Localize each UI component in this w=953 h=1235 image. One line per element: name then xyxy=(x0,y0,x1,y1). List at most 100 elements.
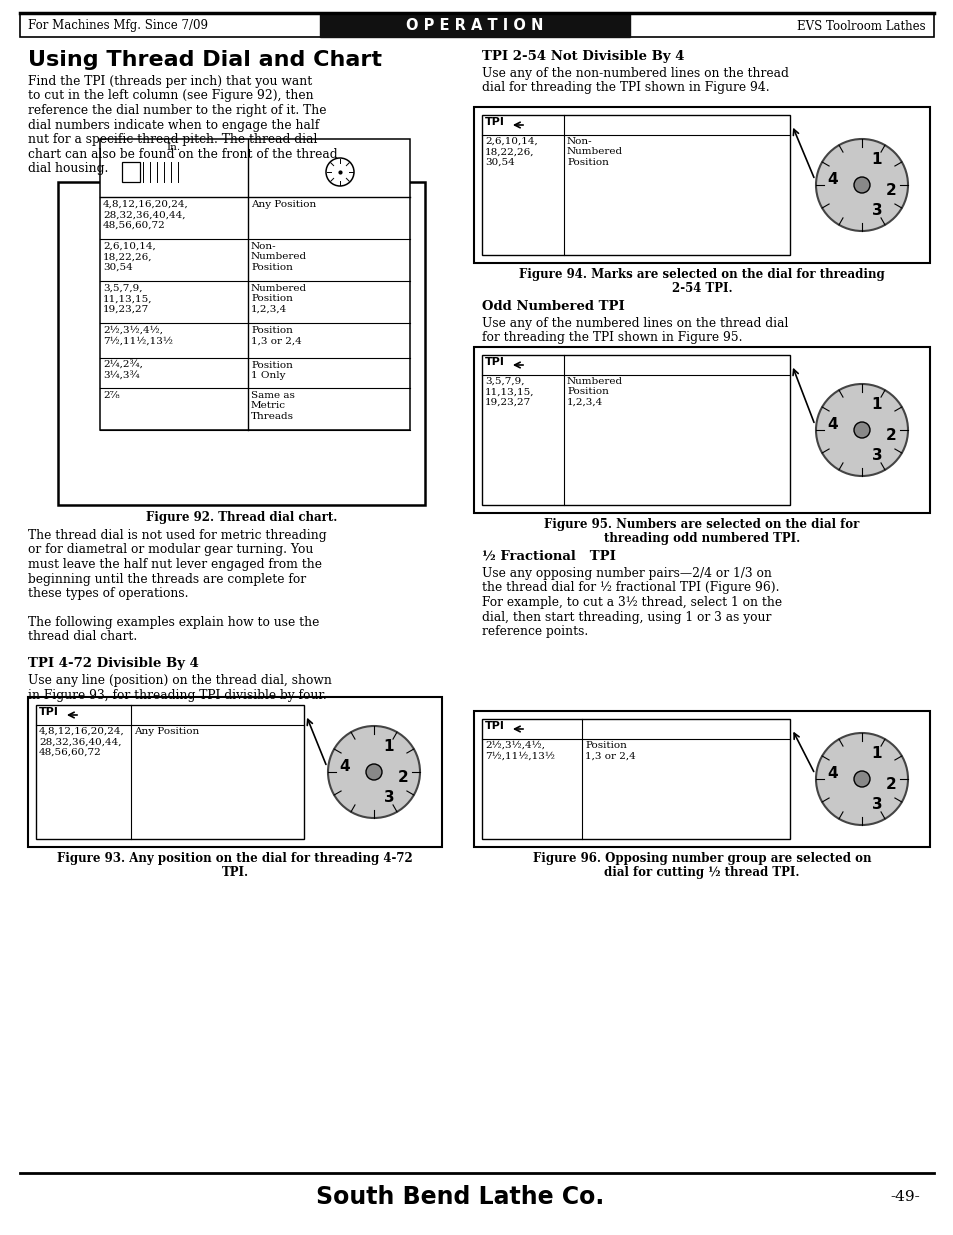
Text: 2,6,10,14,
18,22,26,
30,54: 2,6,10,14, 18,22,26, 30,54 xyxy=(484,137,537,167)
Text: -49-: -49- xyxy=(889,1191,919,1204)
Text: dial for cutting ½ thread TPI.: dial for cutting ½ thread TPI. xyxy=(603,866,799,879)
Text: Figure 92. Thread dial chart.: Figure 92. Thread dial chart. xyxy=(146,511,336,524)
Text: TPI 2-54 Not Divisible By 4: TPI 2-54 Not Divisible By 4 xyxy=(481,49,684,63)
Text: For Machines Mfg. Since 7/09: For Machines Mfg. Since 7/09 xyxy=(28,20,208,32)
Text: South Bend Lathe Co.: South Bend Lathe Co. xyxy=(315,1186,603,1209)
Bar xyxy=(122,162,140,182)
Bar xyxy=(481,719,789,839)
Text: Position
1,3 or 2,4: Position 1,3 or 2,4 xyxy=(584,741,635,761)
Circle shape xyxy=(815,140,907,231)
Text: 3: 3 xyxy=(871,448,882,463)
Text: EVS Toolroom Lathes: EVS Toolroom Lathes xyxy=(797,20,925,32)
Text: 2⅞: 2⅞ xyxy=(103,391,119,400)
Text: reference the dial number to the right of it. The: reference the dial number to the right o… xyxy=(28,104,326,117)
Text: chart can also be found on the front of the thread: chart can also be found on the front of … xyxy=(28,147,337,161)
Text: Figure 93. Any position on the dial for threading 4-72: Figure 93. Any position on the dial for … xyxy=(57,852,413,864)
Text: nut for a specific thread pitch. The thread dial: nut for a specific thread pitch. The thr… xyxy=(28,133,317,146)
Text: beginning until the threads are complete for: beginning until the threads are complete… xyxy=(28,573,306,585)
Text: dial housing.: dial housing. xyxy=(28,162,109,175)
Text: 1: 1 xyxy=(871,152,882,167)
Bar xyxy=(28,697,441,847)
Text: or for diametral or modular gear turning. You: or for diametral or modular gear turning… xyxy=(28,543,313,557)
Text: Non-
Numbered
Position: Non- Numbered Position xyxy=(566,137,622,167)
Bar xyxy=(58,182,424,505)
Text: Same as
Metric
Threads: Same as Metric Threads xyxy=(251,391,294,421)
Text: 4,8,12,16,20,24,
28,32,36,40,44,
48,56,60,72: 4,8,12,16,20,24, 28,32,36,40,44, 48,56,6… xyxy=(103,200,189,230)
Text: TPI: TPI xyxy=(484,721,504,731)
Bar xyxy=(481,354,789,505)
Text: 2½,3½,4½,
7½,11½,13½: 2½,3½,4½, 7½,11½,13½ xyxy=(484,741,555,761)
Text: reference points.: reference points. xyxy=(481,625,588,638)
Text: 4: 4 xyxy=(826,417,837,432)
Circle shape xyxy=(366,764,381,781)
Text: Position
1 Only: Position 1 Only xyxy=(251,361,293,380)
Bar xyxy=(319,14,629,37)
Text: thread dial chart.: thread dial chart. xyxy=(28,631,137,643)
Text: 2-54 TPI.: 2-54 TPI. xyxy=(671,282,732,295)
Text: 2: 2 xyxy=(885,777,896,792)
Circle shape xyxy=(853,177,869,193)
Text: dial numbers indicate when to engage the half: dial numbers indicate when to engage the… xyxy=(28,119,319,131)
Text: Use any of the numbered lines on the thread dial: Use any of the numbered lines on the thr… xyxy=(481,317,787,330)
Text: Numbered
Position
1,2,3,4: Numbered Position 1,2,3,4 xyxy=(566,377,622,406)
Bar xyxy=(474,107,929,263)
Text: the thread dial for ½ fractional TPI (Figure 96).: the thread dial for ½ fractional TPI (Fi… xyxy=(481,582,779,594)
Circle shape xyxy=(853,422,869,438)
Bar xyxy=(474,347,929,513)
Text: 1: 1 xyxy=(871,396,882,411)
Circle shape xyxy=(815,734,907,825)
Circle shape xyxy=(815,384,907,475)
Text: 2½,3½,4½,
7½,11½,13½: 2½,3½,4½, 7½,11½,13½ xyxy=(103,326,172,346)
Text: Using Thread Dial and Chart: Using Thread Dial and Chart xyxy=(28,49,381,70)
Text: must leave the half nut lever engaged from the: must leave the half nut lever engaged fr… xyxy=(28,558,322,571)
Text: Odd Numbered TPI: Odd Numbered TPI xyxy=(481,300,624,312)
Text: 3,5,7,9,
11,13,15,
19,23,27: 3,5,7,9, 11,13,15, 19,23,27 xyxy=(484,377,534,406)
Text: Use any opposing number pairs—2/4 or 1/3 on: Use any opposing number pairs—2/4 or 1/3… xyxy=(481,567,771,580)
Text: TPI: TPI xyxy=(39,706,59,718)
Text: In.: In. xyxy=(167,143,181,152)
Circle shape xyxy=(853,771,869,787)
Text: 2: 2 xyxy=(885,427,896,442)
Text: ½ Fractional   TPI: ½ Fractional TPI xyxy=(481,550,616,563)
Bar xyxy=(20,14,933,37)
Text: TPI 4-72 Divisible By 4: TPI 4-72 Divisible By 4 xyxy=(28,657,198,671)
Text: TPI.: TPI. xyxy=(221,866,249,879)
Bar xyxy=(36,705,304,839)
Text: 1: 1 xyxy=(383,739,394,753)
Text: Any Position: Any Position xyxy=(251,200,315,209)
Text: O P E R A T I O N: O P E R A T I O N xyxy=(406,19,543,33)
Text: 4: 4 xyxy=(338,760,350,774)
Bar xyxy=(100,140,410,430)
Text: Figure 96. Opposing number group are selected on: Figure 96. Opposing number group are sel… xyxy=(532,852,870,864)
Text: 2,6,10,14,
18,22,26,
30,54: 2,6,10,14, 18,22,26, 30,54 xyxy=(103,242,155,272)
Text: 4: 4 xyxy=(826,173,837,188)
Text: 3: 3 xyxy=(383,790,394,805)
Text: 2¼,2¾,
3¼,3¾: 2¼,2¾, 3¼,3¾ xyxy=(103,361,143,380)
Circle shape xyxy=(328,726,419,818)
Text: dial for threading the TPI shown in Figure 94.: dial for threading the TPI shown in Figu… xyxy=(481,82,769,95)
Text: Use any of the non-numbered lines on the thread: Use any of the non-numbered lines on the… xyxy=(481,67,788,80)
Bar xyxy=(474,711,929,847)
Circle shape xyxy=(326,158,354,186)
Text: 2: 2 xyxy=(885,183,896,198)
Text: 4: 4 xyxy=(826,766,837,782)
Text: Figure 94. Marks are selected on the dial for threading: Figure 94. Marks are selected on the dia… xyxy=(518,268,884,282)
Text: TPI: TPI xyxy=(484,357,504,367)
Text: these types of operations.: these types of operations. xyxy=(28,587,189,600)
Text: dial, then start threading, using 1 or 3 as your: dial, then start threading, using 1 or 3… xyxy=(481,610,771,624)
Text: TPI: TPI xyxy=(484,117,504,127)
Text: Find the TPI (threads per inch) that you want: Find the TPI (threads per inch) that you… xyxy=(28,75,312,88)
Text: for threading the TPI shown in Figure 95.: for threading the TPI shown in Figure 95… xyxy=(481,331,741,345)
Text: 2: 2 xyxy=(397,769,409,784)
Text: threading odd numbered TPI.: threading odd numbered TPI. xyxy=(603,532,800,545)
Text: Any Position: Any Position xyxy=(133,727,199,736)
Bar xyxy=(481,115,789,254)
Text: 3: 3 xyxy=(871,204,882,219)
Text: The following examples explain how to use the: The following examples explain how to us… xyxy=(28,616,319,629)
Text: Use any line (position) on the thread dial, shown: Use any line (position) on the thread di… xyxy=(28,674,332,687)
Text: The thread dial is not used for metric threading: The thread dial is not used for metric t… xyxy=(28,529,326,542)
Text: in Figure 93, for threading TPI divisible by four.: in Figure 93, for threading TPI divisibl… xyxy=(28,688,327,701)
Text: Position
1,3 or 2,4: Position 1,3 or 2,4 xyxy=(251,326,301,346)
Text: 3: 3 xyxy=(871,798,882,813)
Text: Figure 95. Numbers are selected on the dial for: Figure 95. Numbers are selected on the d… xyxy=(544,517,859,531)
